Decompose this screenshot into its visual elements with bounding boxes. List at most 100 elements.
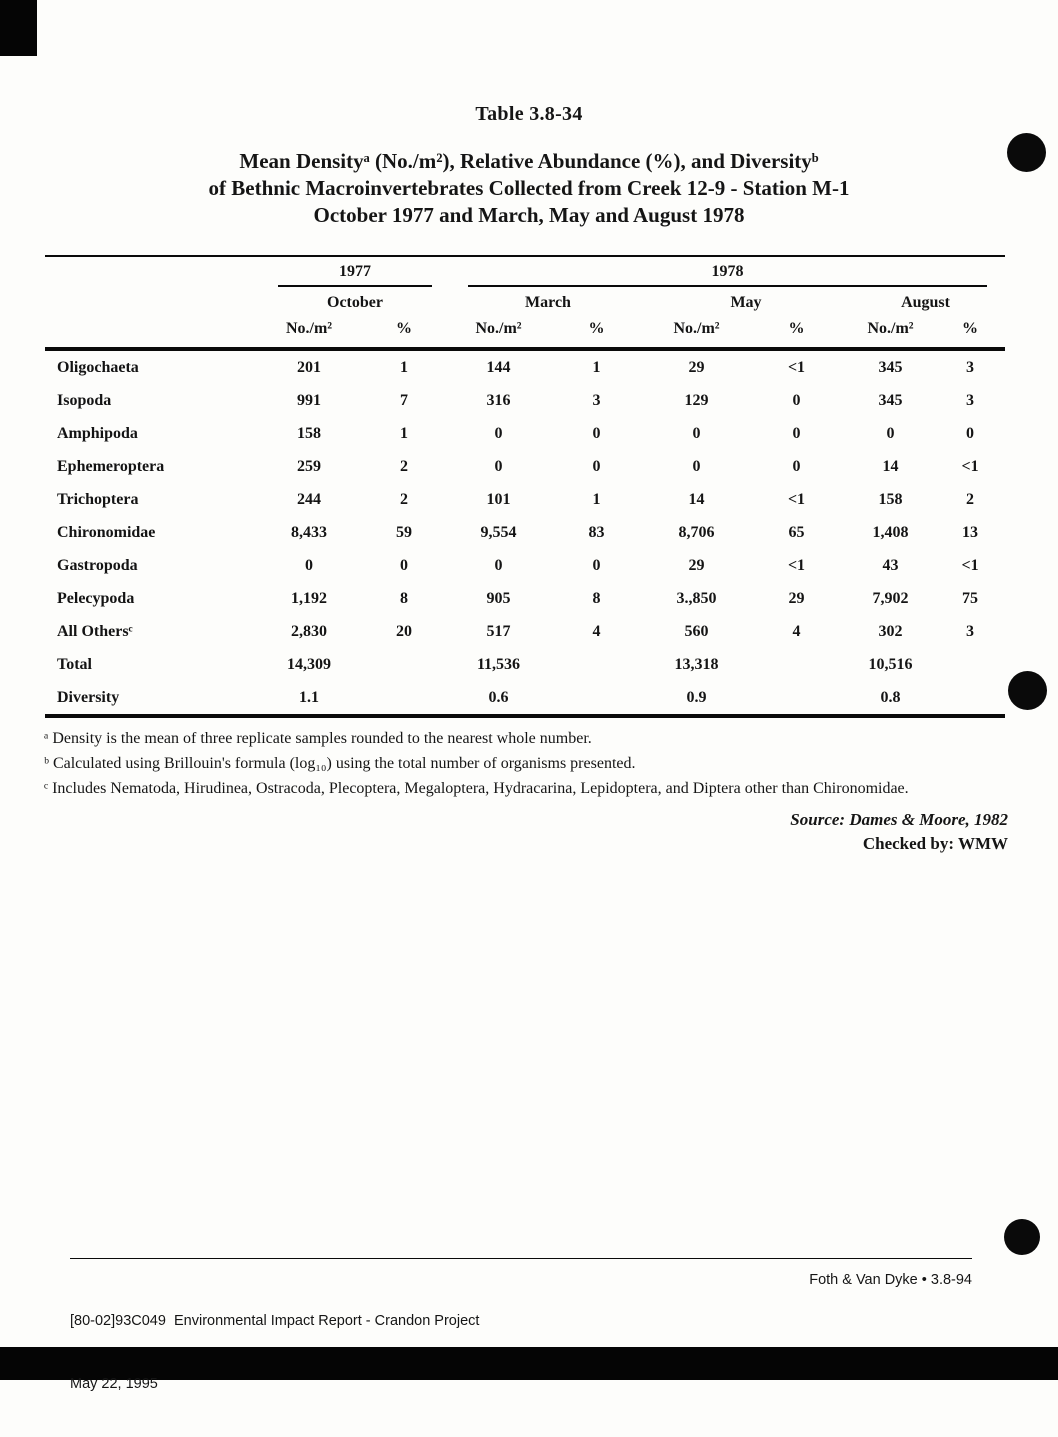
cell-value: 4 (592, 623, 601, 640)
cell-value: 0 (592, 425, 601, 442)
cell-value: 1,408 (872, 524, 909, 541)
cell-value: 10,516 (868, 656, 913, 673)
cell-value: 158 (297, 425, 321, 442)
cell-value: 8 (592, 590, 601, 607)
cell-value (747, 648, 846, 681)
cell-value: <1 (961, 557, 979, 574)
cell-value: 244 (297, 491, 321, 508)
cell-value: 0 (305, 557, 313, 574)
table-row: Trichoptera 244 2 101 1 14 <1 158 2 (45, 483, 1005, 516)
cell-value: 158 (878, 491, 903, 508)
cell-value: 0.6 (450, 681, 547, 718)
cell-value: 259 (297, 458, 321, 475)
cell-value: 0 (966, 425, 975, 442)
title-line: of Bethnic Macroinvertebrates Collected … (208, 176, 850, 200)
scan-bottom-bar (0, 1347, 1058, 1380)
cell-value: 29 (688, 359, 705, 376)
cell-value: 0 (400, 557, 408, 574)
cell-value: 3 (966, 359, 975, 376)
subheader-row: No./m² % No./m² % No./m² % No./m² % (45, 314, 1006, 351)
row-label: Trichoptera (57, 491, 139, 508)
row-label: Isopoda (57, 392, 112, 409)
cell-value: 0 (792, 425, 801, 442)
table-row: Amphipoda 158 1 0 0 0 0 0 0 (45, 417, 1005, 450)
cell-value: 201 (297, 359, 321, 376)
cell-value: 517 (486, 623, 511, 640)
table-body: Oligochaeta 201 1 144 1 29 <1 345 3 Isopoda 991 7 31… (45, 349, 1006, 718)
cell-value: <1 (787, 491, 806, 508)
year-group-1978: 1978 (450, 256, 1005, 287)
cell-value: 1,192 (291, 590, 327, 607)
footer-date: May 22, 1995 (70, 1376, 158, 1392)
row-label: Ephemeroptera (57, 458, 165, 475)
table-number: Table 3.8-34 (475, 103, 583, 125)
row-label: Pelecypoda (57, 590, 135, 607)
row-label: Total (57, 656, 92, 673)
cell-value: 7,902 (872, 590, 909, 607)
footer-report-id: [80-02]93C049 Environmental Impact Repor… (70, 1313, 480, 1329)
cell-value: 20 (396, 623, 412, 640)
cell-value: 83 (588, 524, 605, 541)
source-block: Source: Dames & Moore, 1982 Checked by: … (508, 808, 1008, 856)
scan-corner-mark (0, 0, 37, 56)
punch-hole (1004, 1219, 1040, 1255)
cell-value: 0 (592, 458, 601, 475)
month-header-row: October March May August (45, 287, 1005, 314)
cell-value: 8 (400, 590, 408, 607)
table-row: Diversity 1.1 0.6 0.9 0.8 (45, 681, 1006, 718)
cell-value: 29 (688, 557, 705, 574)
empty-header-cell (45, 287, 260, 314)
cell-value: 59 (396, 524, 412, 541)
cell-value: 2 (400, 491, 408, 508)
cell-value: 316 (486, 392, 511, 409)
cell-value: 1 (592, 359, 601, 376)
footnotes: ᵃ Density is the mean of three replicate… (44, 726, 1019, 801)
cell-value: 8,433 (291, 524, 327, 541)
cell-value: <1 (961, 458, 979, 475)
col-header-percent: % (747, 314, 846, 351)
row-label: Gastropoda (57, 557, 138, 574)
cell-value: 2 (400, 458, 408, 475)
cell-value: 7 (400, 392, 408, 409)
table-row: Pelecypoda 1,192 8 905 8 3.,850 29 7,902 75 (45, 582, 1005, 615)
cell-value: 345 (878, 359, 903, 376)
cell-value: 0 (494, 425, 503, 442)
cell-value: 29 (788, 590, 805, 607)
cell-value: 75 (962, 590, 979, 607)
document-page: Table 3.8-34 Mean Densityᵃ (No./m²), Rel… (0, 0, 1058, 1392)
month-header-march: March (525, 294, 571, 311)
col-header-percent: % (935, 314, 1006, 351)
cell-value: 0.9 (646, 681, 747, 718)
cell-value (747, 681, 846, 718)
footnote-b: ᵇ Calculated using Brillouin's formula (… (44, 755, 636, 772)
cell-value: 65 (788, 524, 805, 541)
table-row: Chironomidae 8,433 59 9,554 83 8,706 65 1,408 13 (45, 516, 1005, 549)
cell-value: 9,554 (480, 524, 517, 541)
title-line: Mean Densityᵃ (No./m²), Relative Abundan… (239, 149, 819, 173)
cell-value: 0 (692, 425, 701, 442)
cell-value (935, 648, 1005, 681)
col-header-percent: % (358, 314, 450, 351)
cell-value: 129 (684, 392, 709, 409)
month-header-may: May (730, 294, 762, 311)
cell-value: 3 (966, 392, 975, 409)
col-header-density: No./m² (260, 314, 358, 351)
cell-value: 0 (792, 458, 801, 475)
table-row: All Othersᶜ 2,830 20 517 4 560 4 302 3 (45, 615, 1005, 648)
row-label: Chironomidae (57, 524, 156, 541)
data-table: 1977 1978 October March May August No./m… (45, 255, 1006, 718)
cell-value (547, 648, 646, 681)
cell-value: 14,309 (287, 656, 331, 673)
table-row: Total 14,309 11,536 13,318 10,516 (45, 648, 1005, 681)
col-header-density: No./m² (646, 314, 747, 351)
cell-value: 0 (792, 392, 801, 409)
cell-value: 3 (966, 623, 975, 640)
cell-value: 3 (592, 392, 601, 409)
empty-header-cell (45, 314, 260, 351)
cell-value: 991 (297, 392, 321, 409)
punch-hole (1008, 671, 1047, 710)
cell-value (935, 681, 1006, 718)
col-header-density: No./m² (846, 314, 935, 351)
col-header-density: No./m² (450, 314, 547, 351)
cell-value: 0 (886, 425, 895, 442)
